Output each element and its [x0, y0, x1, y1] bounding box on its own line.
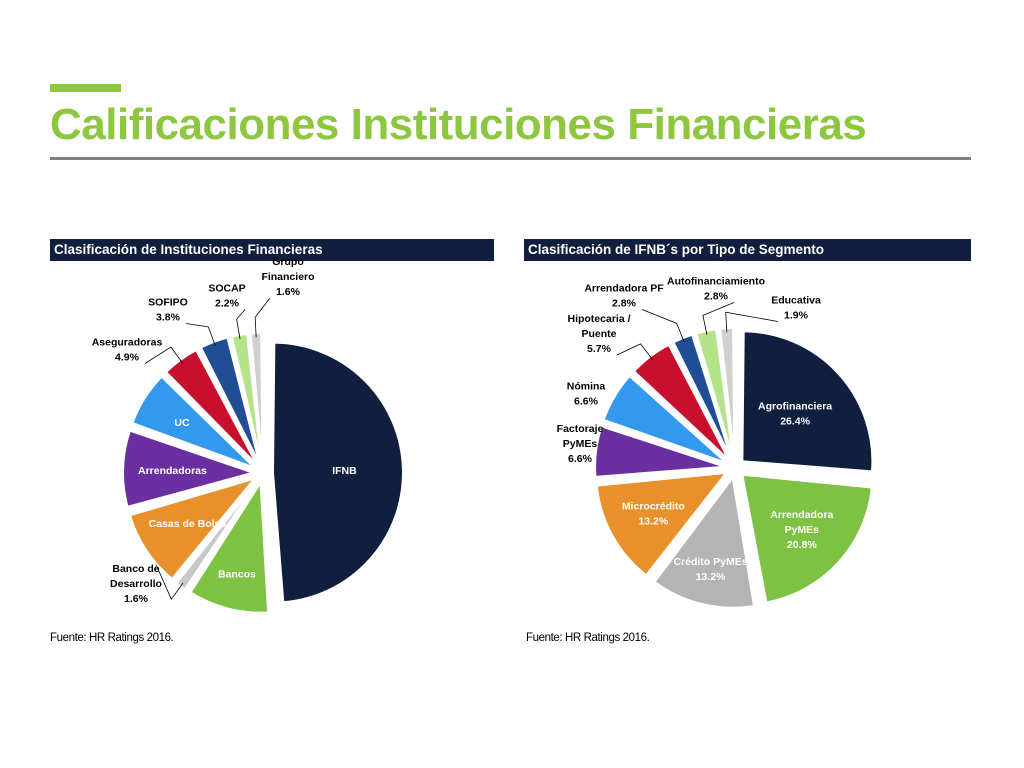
slice-label-casas-de-bolsa: Casas de Bolsa: [149, 518, 227, 530]
slice-label-banco-de-desarrollo: Banco de Desarrollo 1.6%: [110, 563, 162, 605]
leader-line-grupo-financiero: [254, 297, 271, 338]
pie-slice-microcredito: [595, 471, 729, 577]
slice-label-educativa: Educativa 1.9%: [771, 295, 821, 322]
chart-title-instituciones: Clasificación de Instituciones Financier…: [50, 239, 494, 261]
pie-slice-casas-de-bolsa: [128, 476, 258, 581]
slice-label-sofipo: SOFIPO 3.8%: [148, 297, 188, 324]
slice-label-arrendadora-pf: Arrendadora PF 2.8%: [584, 283, 664, 310]
pie-slice-factoraje-pymes: [594, 425, 726, 478]
slice-label-hipotecaria-puente: Hipotecaria / Puente 5.7%: [567, 313, 630, 355]
pie-slice-nomina: [602, 374, 728, 464]
slice-label-socap: SOCAP 2.2%: [208, 283, 245, 310]
pie-slice-arrendadoras: [122, 429, 257, 509]
slice-label-grupo-financiero: Grupo Financiero 1.6%: [261, 256, 314, 298]
slide-title: Calificaciones Instituciones Financieras: [50, 100, 867, 149]
pie-slice-arrendadora-pymes: [741, 473, 873, 604]
leader-line-autofinanciamiento: [702, 302, 735, 335]
slice-label-nomina: Nómina 6.6%: [567, 381, 606, 408]
source-note-left: Fuente: HR Ratings 2016.: [50, 632, 174, 644]
slice-label-arrendadoras: Arrendadoras: [138, 465, 207, 477]
pie-slice-ifnb: [271, 341, 404, 604]
slice-label-uc: UC: [174, 417, 190, 429]
pie-slice-credito-pymes: [653, 475, 756, 609]
slice-label-microcredito: Microcrédito 13.2%: [622, 500, 685, 527]
slice-label-aseguradoras: Aseguradoras 4.9%: [92, 337, 163, 364]
leader-line-educativa: [725, 311, 779, 333]
title-accent-bar: [50, 84, 121, 92]
leader-line-sofipo: [185, 323, 216, 346]
chart-title-segmento: Clasificación de IFNB´s por Tipo de Segm…: [524, 239, 971, 261]
slice-label-autofinanciamiento: Autofinanciamiento 2.8%: [667, 276, 765, 303]
slice-label-ifnb: IFNB: [332, 465, 357, 477]
pie-slice-agrofinanciera: [741, 330, 874, 473]
leader-line-aseguradoras: [144, 346, 184, 364]
slice-label-arrendadora-pymes: Arrendadora PyMEs 20.8%: [770, 509, 833, 551]
pie-chart-segmento: Agrofinanciera 26.4% Arrendadora PyMEs 20.8%…: [557, 276, 874, 609]
slice-label-factoraje-pymes: Factoraje PyMEs 6.6%: [557, 423, 604, 465]
source-note-right: Fuente: HR Ratings 2016.: [526, 632, 650, 644]
title-divider: [50, 157, 971, 160]
pie-chart-instituciones: IFNB Bancos Banco de Desarrollo 1.6% Casas de…: [92, 256, 404, 614]
leader-line-arrendadora-pf: [641, 309, 685, 343]
leader-line-hipotecaria-puente: [616, 343, 653, 361]
slice-label-agrofinanciera: Agrofinanciera 26.4%: [758, 400, 832, 427]
pie-slice-bancos: [189, 479, 270, 614]
slice-label-credito-pymes: Crédito PyMEs 13.2%: [673, 556, 747, 583]
slice-label-bancos: Bancos: [218, 568, 256, 580]
leader-line-socap: [236, 309, 246, 340]
pie-slice-uc: [131, 375, 256, 469]
leader-line-banco-de-desarrollo: [153, 559, 184, 601]
